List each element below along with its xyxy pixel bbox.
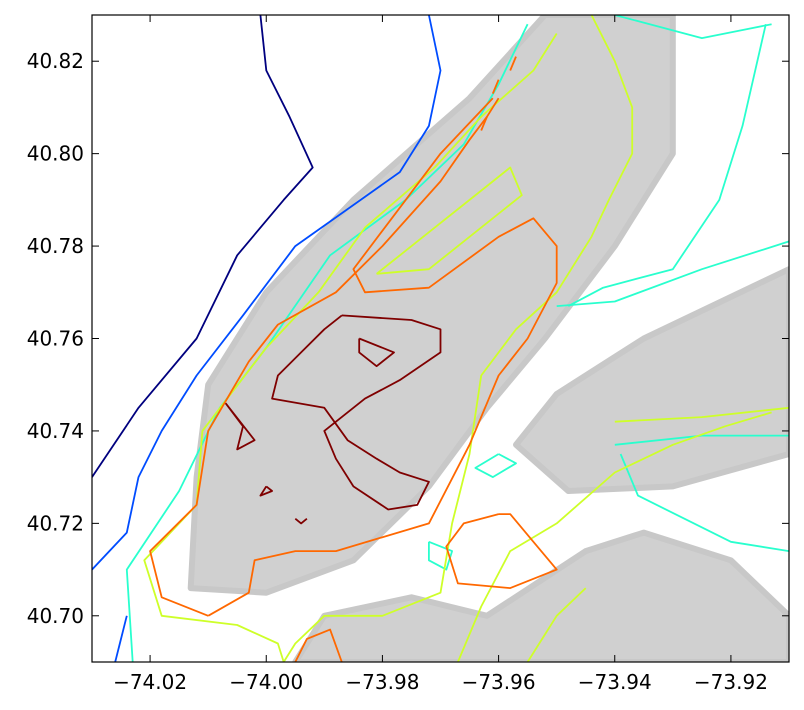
x-axis: −74.02 −74.00 −73.98 −73.96 −73.94 −73.92 <box>113 15 768 694</box>
contour-level-4-path-1 <box>282 15 634 662</box>
x-tick-label: −73.96 <box>462 670 536 694</box>
contour-level-3-path-2 <box>567 23 767 307</box>
contour-level-3-path-5 <box>474 453 517 478</box>
y-tick-label: 40.80 <box>27 142 84 166</box>
y-axis: 40.70 40.72 40.74 40.76 40.78 40.80 40.82 <box>27 49 789 628</box>
contour-level-6-path-1 <box>358 337 395 368</box>
scatter-region-brooklyn-grid <box>292 529 789 662</box>
contour-level-4-path-5 <box>614 406 789 423</box>
x-tick-label: −74.02 <box>113 670 187 694</box>
scatter-region-manhattan-core <box>187 15 676 596</box>
contour-level-5-path-2 <box>445 513 558 589</box>
contour-level-4-path-4 <box>526 587 587 662</box>
contour-level-6-path-2 <box>224 402 256 451</box>
contour-level-1-path-0 <box>92 15 314 478</box>
contour-level-6-path-3 <box>259 485 273 497</box>
contour-level-5-path-0 <box>149 97 500 617</box>
contour-level-6-path-4 <box>294 518 308 525</box>
contour-level-3-path-6 <box>428 540 453 571</box>
x-tick-label: −73.92 <box>694 670 768 694</box>
contour-level-5-path-1 <box>207 97 558 617</box>
x-tick-label: −74.00 <box>229 670 303 694</box>
contour-level-5-path-5 <box>491 79 500 94</box>
y-tick-label: 40.78 <box>27 234 84 258</box>
contour-level-5-path-3 <box>294 628 343 662</box>
y-tick-label: 40.74 <box>27 419 84 443</box>
contour-level-4-path-3 <box>457 411 772 662</box>
x-tick-label: −73.98 <box>345 670 419 694</box>
y-tick-label: 40.72 <box>27 511 84 535</box>
y-tick-label: 40.70 <box>27 604 84 628</box>
y-tick-label: 40.76 <box>27 327 84 351</box>
contour-level-3-path-0 <box>125 23 529 662</box>
contour-layer <box>92 15 789 662</box>
contour-level-5-path-6 <box>509 56 517 71</box>
contour-level-4-path-2 <box>376 166 523 275</box>
contour-level-3-path-1 <box>614 15 772 39</box>
contour-level-3-path-7 <box>614 434 789 446</box>
contour-level-6-path-0 <box>271 314 442 511</box>
x-tick-label: −73.94 <box>578 670 652 694</box>
contour-level-3-path-3 <box>556 240 789 307</box>
contour-level-3-path-4 <box>619 453 789 552</box>
contour-level-2-path-1 <box>114 615 128 662</box>
y-tick-label: 40.82 <box>27 49 84 73</box>
contour-level-5-path-4 <box>480 116 488 131</box>
contour-level-2-path-0 <box>92 15 442 571</box>
contour-level-4-path-0 <box>143 33 558 662</box>
